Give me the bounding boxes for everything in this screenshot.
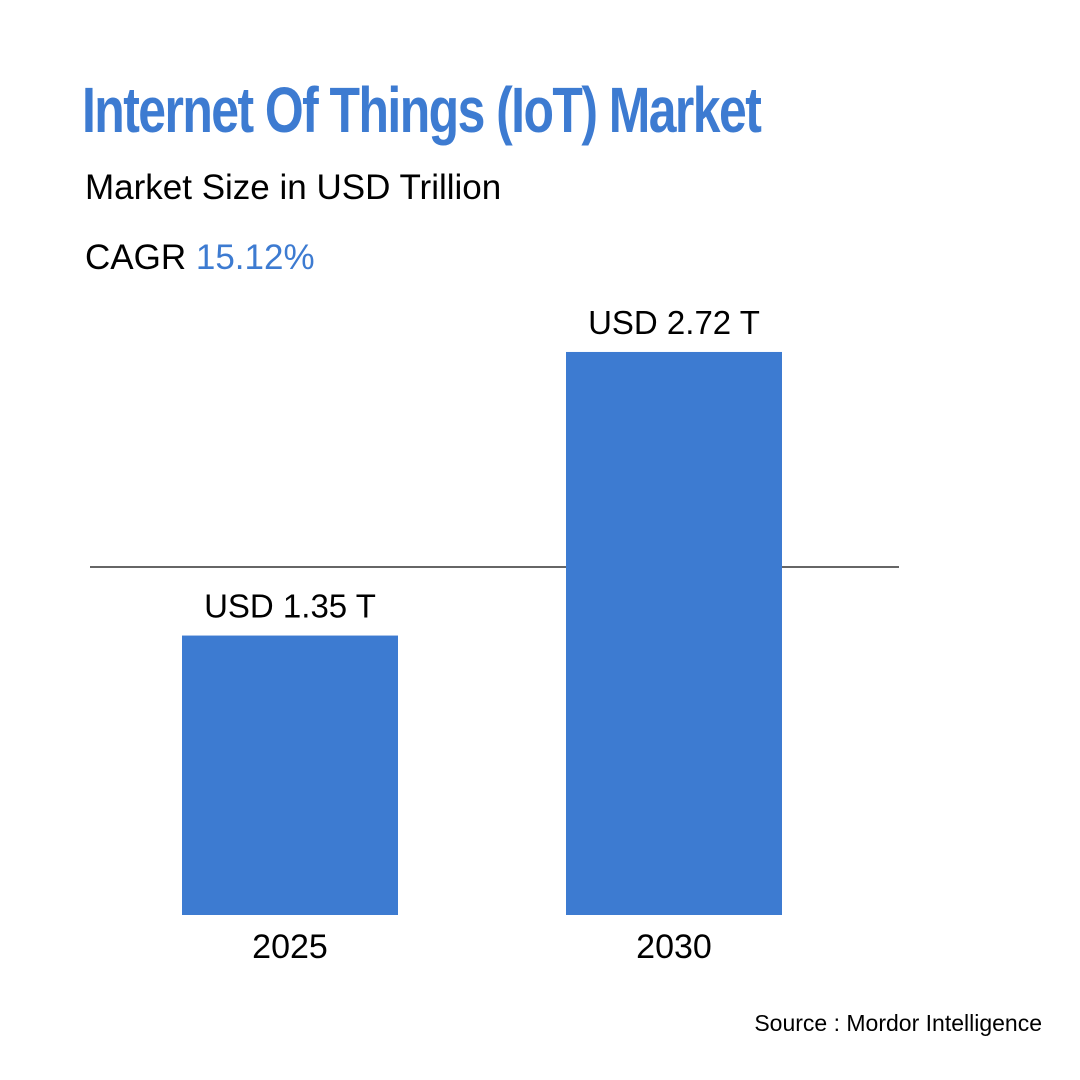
bars-group [182, 351, 782, 916]
value-label-2030: USD 2.72 T [588, 304, 760, 341]
category-label-2030: 2030 [636, 928, 712, 966]
bar-2025 [182, 635, 398, 915]
bar-2030 [566, 351, 782, 916]
value-labels-group: USD 1.35 T USD 2.72 T [204, 304, 760, 625]
cagr-label: CAGR [85, 238, 187, 277]
chart-subtitle: Market Size in USD Trillion [85, 168, 502, 207]
chart-title: Internet Of Things (IoT) Market [82, 74, 762, 146]
category-label-2025: 2025 [252, 928, 328, 966]
value-label-2025: USD 1.35 T [204, 588, 376, 625]
source-note: Source : Mordor Intelligence [754, 1010, 1042, 1036]
cagr-value: 15.12% [195, 238, 315, 277]
category-labels-group: 2025 2030 [252, 928, 712, 966]
cagr-line: CAGR 15.12% [85, 240, 315, 275]
